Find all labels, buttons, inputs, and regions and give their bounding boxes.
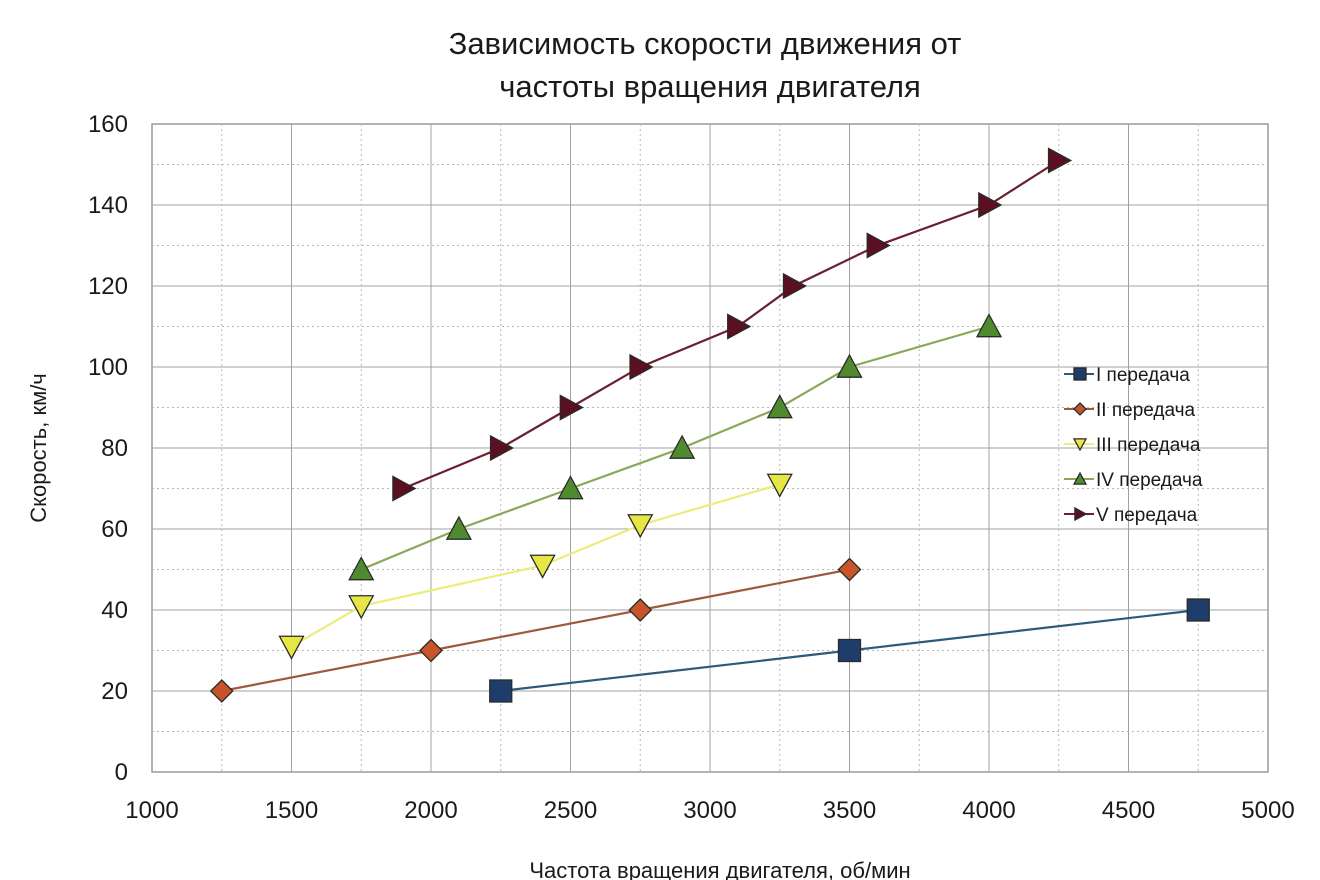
data-point-series-2 — [419, 638, 443, 663]
x-tick-label: 2500 — [544, 797, 597, 824]
legend-marker — [1073, 402, 1087, 416]
y-axis-label: Скорость, км/ч — [26, 373, 51, 523]
legend-marker — [1072, 438, 1088, 452]
data-point-series-2 — [837, 557, 862, 582]
data-point-series-5 — [782, 272, 808, 300]
legend: I передача II передача III передача IV пере… — [1064, 365, 1203, 526]
data-point-series-5 — [559, 394, 584, 421]
y-tick-label: 100 — [88, 354, 128, 381]
data-point-series-4 — [975, 313, 1003, 338]
y-tick-label: 140 — [88, 192, 128, 219]
x-tick-label: 4000 — [962, 797, 1015, 824]
x-tick-label: 3500 — [823, 797, 876, 824]
data-point-series-3 — [348, 595, 375, 620]
data-point-series-1 — [489, 679, 513, 703]
data-point-series-5 — [866, 232, 891, 259]
legend-entry: I передача — [1096, 365, 1190, 386]
x-axis-label: Частота вращения двигателя, об/мин — [529, 858, 910, 880]
legend-entry: IV передача — [1096, 470, 1203, 491]
y-tick-label: 40 — [101, 597, 128, 624]
x-tick-label: 1000 — [125, 797, 178, 824]
data-point-series-3 — [529, 554, 556, 579]
legend-entry: V передача — [1096, 505, 1198, 526]
data-point-series-5 — [1047, 147, 1073, 174]
x-tick-label: 2000 — [404, 797, 457, 824]
y-tick-label: 160 — [88, 111, 128, 138]
data-point-series-5 — [392, 475, 417, 502]
grid — [152, 124, 1268, 772]
series-line-2 — [221, 568, 850, 693]
legend-entry: III передача — [1096, 435, 1201, 456]
data-point-series-2 — [628, 598, 653, 622]
data-point-series-4 — [445, 515, 472, 540]
x-tick-label: 4500 — [1102, 797, 1155, 824]
data-point-series-3 — [627, 514, 654, 539]
chart-title-line2: частоты вращения двигателя — [499, 69, 921, 104]
data-point-series-2 — [209, 679, 234, 703]
data-point-series-4 — [766, 394, 793, 419]
legend-marker — [1072, 471, 1088, 485]
legend-marker — [1073, 367, 1087, 381]
y-tick-label: 60 — [101, 516, 128, 543]
data-point-series-5 — [629, 353, 654, 381]
legend-entry: II передача — [1096, 400, 1196, 421]
y-tick-label: 20 — [101, 678, 128, 705]
x-tick-label: 3000 — [683, 797, 736, 824]
y-tick-label: 120 — [88, 273, 128, 300]
tick-labels: 1000 1500 2000 2500 3000 3500 4000 4500 5000 0 20 4… — [88, 111, 1295, 824]
legend-marker — [1074, 506, 1088, 522]
data-point-series-5 — [978, 191, 1003, 219]
y-tick-label: 80 — [101, 435, 128, 462]
data-point-series-3 — [766, 473, 793, 498]
data-point-series-4 — [836, 353, 863, 378]
data-point-series-1 — [837, 638, 862, 663]
y-tick-label: 0 — [115, 759, 128, 786]
x-tick-label: 1500 — [265, 797, 318, 824]
series-markers — [209, 147, 1210, 703]
data-point-series-4 — [348, 556, 375, 581]
data-point-series-1 — [1186, 598, 1210, 622]
chart-title-line1: Зависимость скорости движения от — [449, 26, 962, 61]
x-tick-label: 5000 — [1241, 797, 1294, 824]
data-point-series-5 — [489, 434, 515, 462]
data-point-series-4 — [557, 475, 584, 500]
data-point-series-4 — [669, 434, 696, 459]
data-point-series-5 — [727, 313, 752, 340]
data-point-series-3 — [278, 635, 305, 660]
